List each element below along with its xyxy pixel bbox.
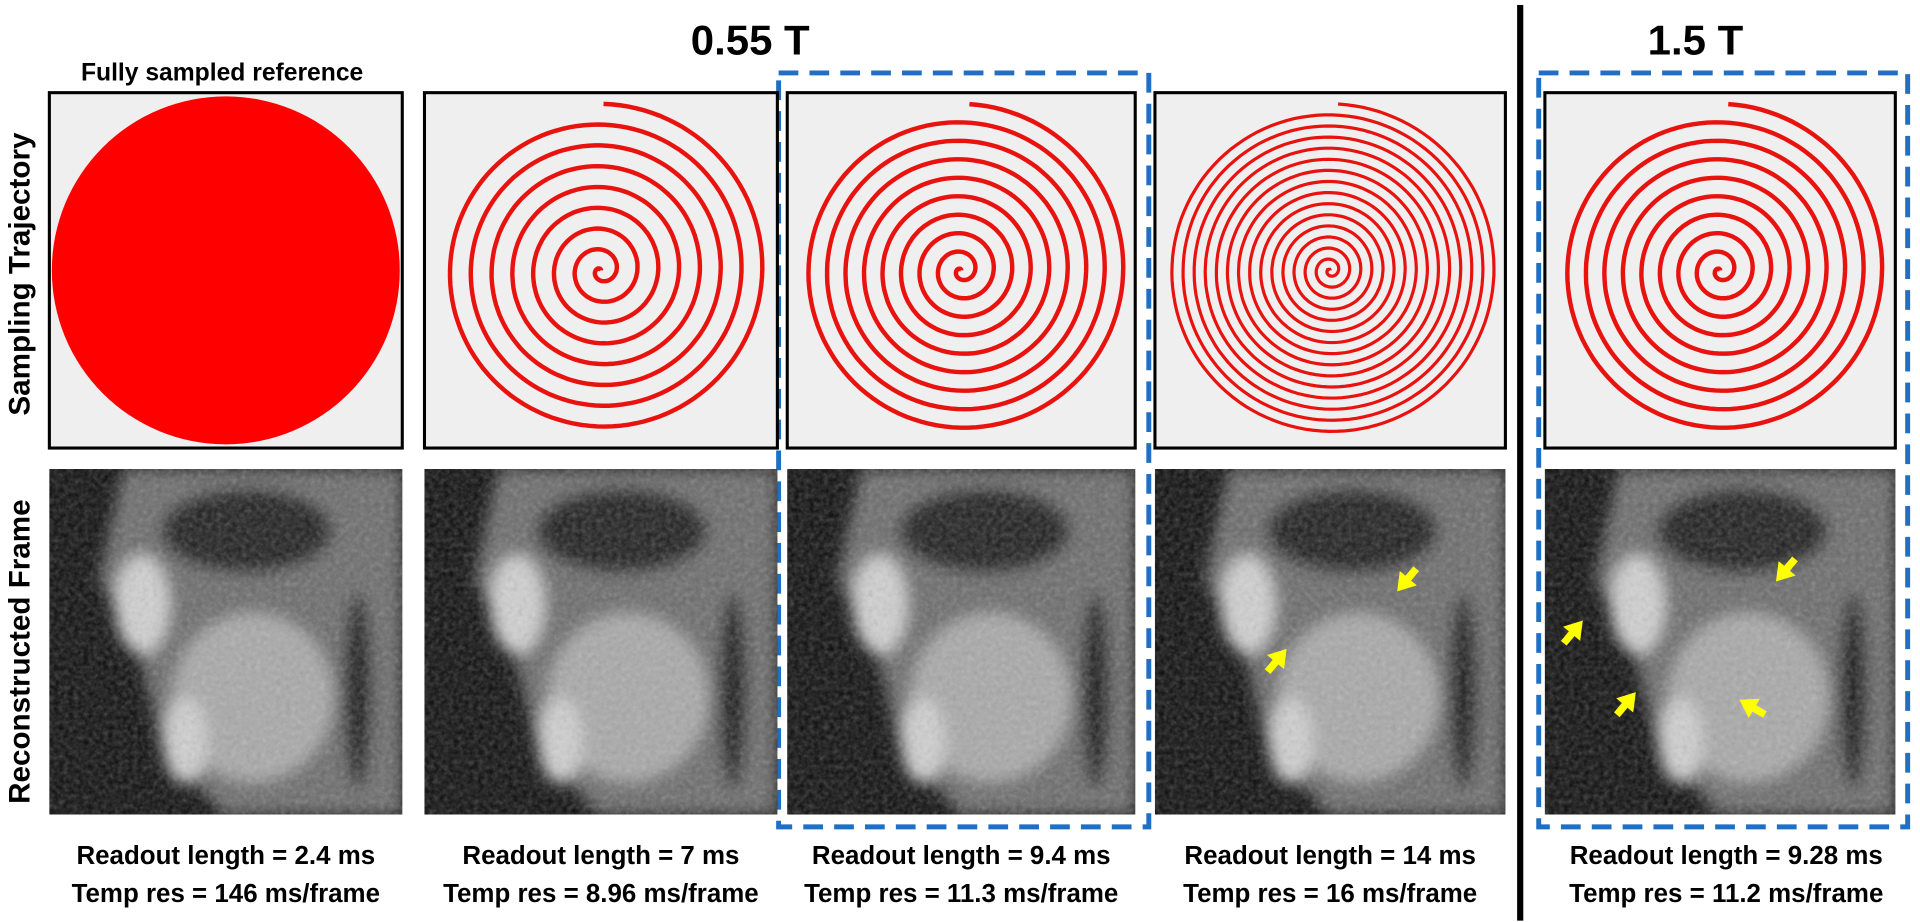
field-title: 1.5 T <box>1648 16 1744 63</box>
mri-frame <box>424 469 778 815</box>
spiral <box>447 101 765 429</box>
row-label: Reconstructed Frame <box>4 499 37 803</box>
reference-label: Fully sampled reference <box>81 59 363 86</box>
field-title: 0.55 T <box>691 16 810 63</box>
noise <box>1544 469 1896 815</box>
caption: Readout length = 7 ms <box>462 842 739 870</box>
caption: Temp res = 146 ms/frame <box>72 880 380 908</box>
arrow <box>1775 556 1798 582</box>
highlight-box <box>776 70 1152 830</box>
arrow <box>1264 648 1287 675</box>
anatomy <box>1544 469 1896 815</box>
mri-frame <box>49 469 403 815</box>
spiral <box>806 101 1126 430</box>
anatomy <box>787 469 1136 815</box>
anatomy <box>49 469 403 815</box>
spiral <box>1565 101 1885 430</box>
row-label: Sampling Trajectory <box>4 132 37 416</box>
caption: Readout length = 2.4 ms <box>76 842 375 870</box>
noise <box>1154 469 1506 815</box>
anatomy <box>424 469 778 815</box>
mri-frame <box>1154 469 1506 815</box>
arrow <box>1739 698 1767 719</box>
mri-frame <box>787 469 1136 815</box>
noise <box>787 469 1136 815</box>
spiral <box>1170 102 1496 433</box>
panels <box>47 91 1897 815</box>
caption: Temp res = 11.2 ms/frame <box>1569 880 1883 908</box>
caption: Readout length = 14 ms <box>1184 842 1476 870</box>
caption: Temp res = 11.3 ms/frame <box>804 880 1118 908</box>
trajectory-disk <box>51 96 400 445</box>
caption: Readout length = 9.4 ms <box>812 842 1111 870</box>
mri-frame <box>1544 469 1896 815</box>
arrow <box>1560 620 1583 646</box>
noise <box>49 469 403 815</box>
caption: Readout length = 9.28 ms <box>1570 842 1883 870</box>
arrow <box>1613 692 1636 718</box>
arrow <box>1397 566 1420 592</box>
caption: Temp res = 8.96 ms/frame <box>443 880 759 908</box>
highlight-box <box>1536 70 1911 830</box>
anatomy <box>1154 469 1506 815</box>
noise <box>424 469 778 815</box>
caption: Temp res = 16 ms/frame <box>1183 880 1477 908</box>
